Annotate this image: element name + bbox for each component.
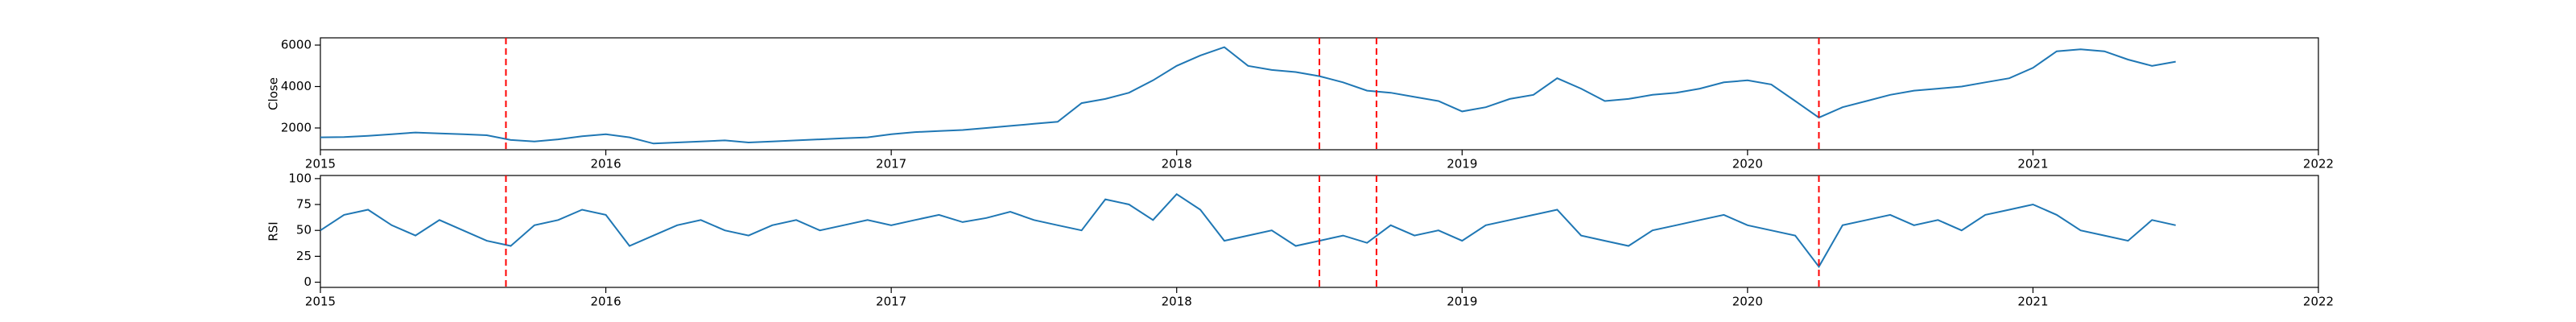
data-line bbox=[320, 192, 2176, 269]
x-tick-label: 2021 bbox=[2017, 295, 2048, 309]
x-tick-label: 2019 bbox=[1447, 295, 1477, 309]
y-tick-label: 50 bbox=[296, 223, 312, 237]
x-tick-label: 2021 bbox=[2017, 157, 2048, 171]
x-tick-label: 2020 bbox=[1732, 157, 1763, 171]
data-line bbox=[320, 46, 2176, 145]
y-tick-label: 25 bbox=[296, 249, 312, 263]
x-tick-label: 2015 bbox=[305, 295, 336, 309]
y-tick-label: 6000 bbox=[281, 38, 312, 52]
x-tick-label: 2018 bbox=[1162, 157, 1192, 171]
x-tick-label: 2018 bbox=[1162, 295, 1192, 309]
x-tick-label: 2016 bbox=[590, 295, 621, 309]
y-axis-label: RSI bbox=[266, 221, 281, 241]
x-tick-label: 2019 bbox=[1447, 157, 1477, 171]
y-tick-label: 0 bbox=[303, 275, 312, 289]
x-tick-label: 2015 bbox=[305, 157, 336, 171]
y-tick-label: 4000 bbox=[281, 79, 312, 93]
x-tick-label: 2022 bbox=[2303, 295, 2334, 309]
x-tick-label: 2016 bbox=[590, 157, 621, 171]
y-tick-label: 75 bbox=[296, 197, 312, 212]
y-tick-label: 2000 bbox=[281, 120, 312, 134]
y-tick-label: 100 bbox=[288, 171, 312, 185]
x-tick-label: 2017 bbox=[876, 157, 906, 171]
x-tick-label: 2020 bbox=[1732, 295, 1763, 309]
x-tick-label: 2022 bbox=[2303, 157, 2334, 171]
y-axis-label: Close bbox=[266, 77, 281, 110]
x-tick-label: 2017 bbox=[876, 295, 906, 309]
